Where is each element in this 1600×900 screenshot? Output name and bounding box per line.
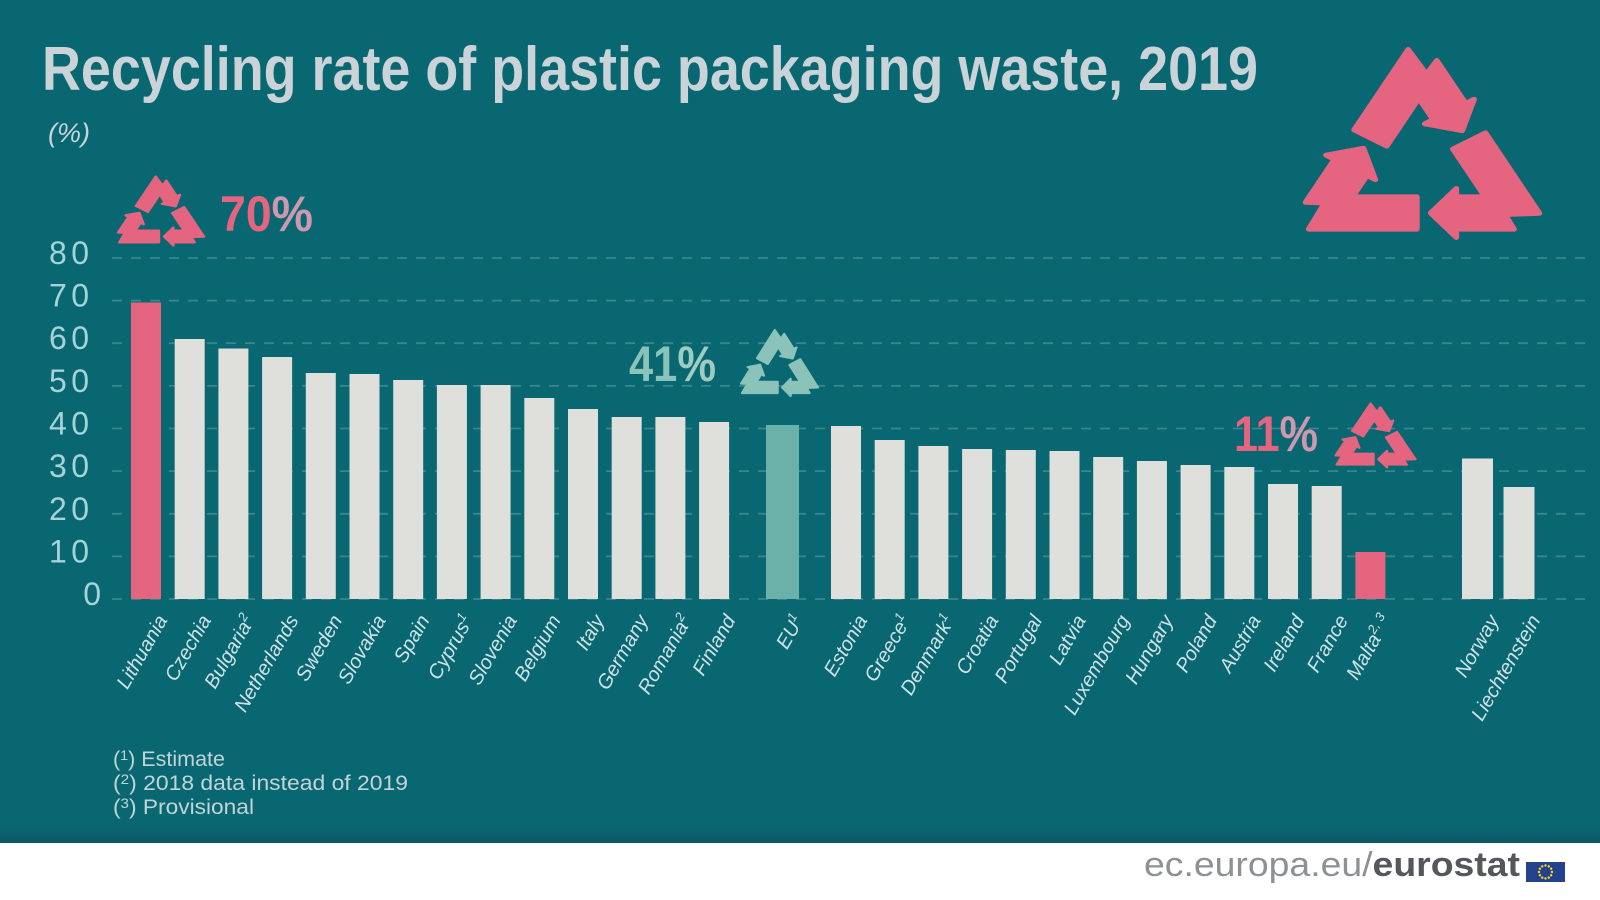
svg-text:41%: 41% [629,336,716,392]
svg-text:0: 0 [83,576,101,612]
svg-text:11%: 11% [1234,406,1318,462]
svg-text:(2) 2018 data instead of 2019: (2) 2018 data instead of 2019 [113,771,408,795]
svg-text:(3) Provisional: (3) Provisional [113,795,254,819]
svg-text:70%: 70% [220,186,313,242]
svg-text:Recycling rate of plastic pack: Recycling rate of plastic packaging wast… [42,35,1258,104]
svg-text:(%): (%) [48,118,90,148]
svg-text:ec.europa.eu/eurostat: ec.europa.eu/eurostat [1144,846,1520,884]
svg-text:(1) Estimate: (1) Estimate [113,747,225,771]
